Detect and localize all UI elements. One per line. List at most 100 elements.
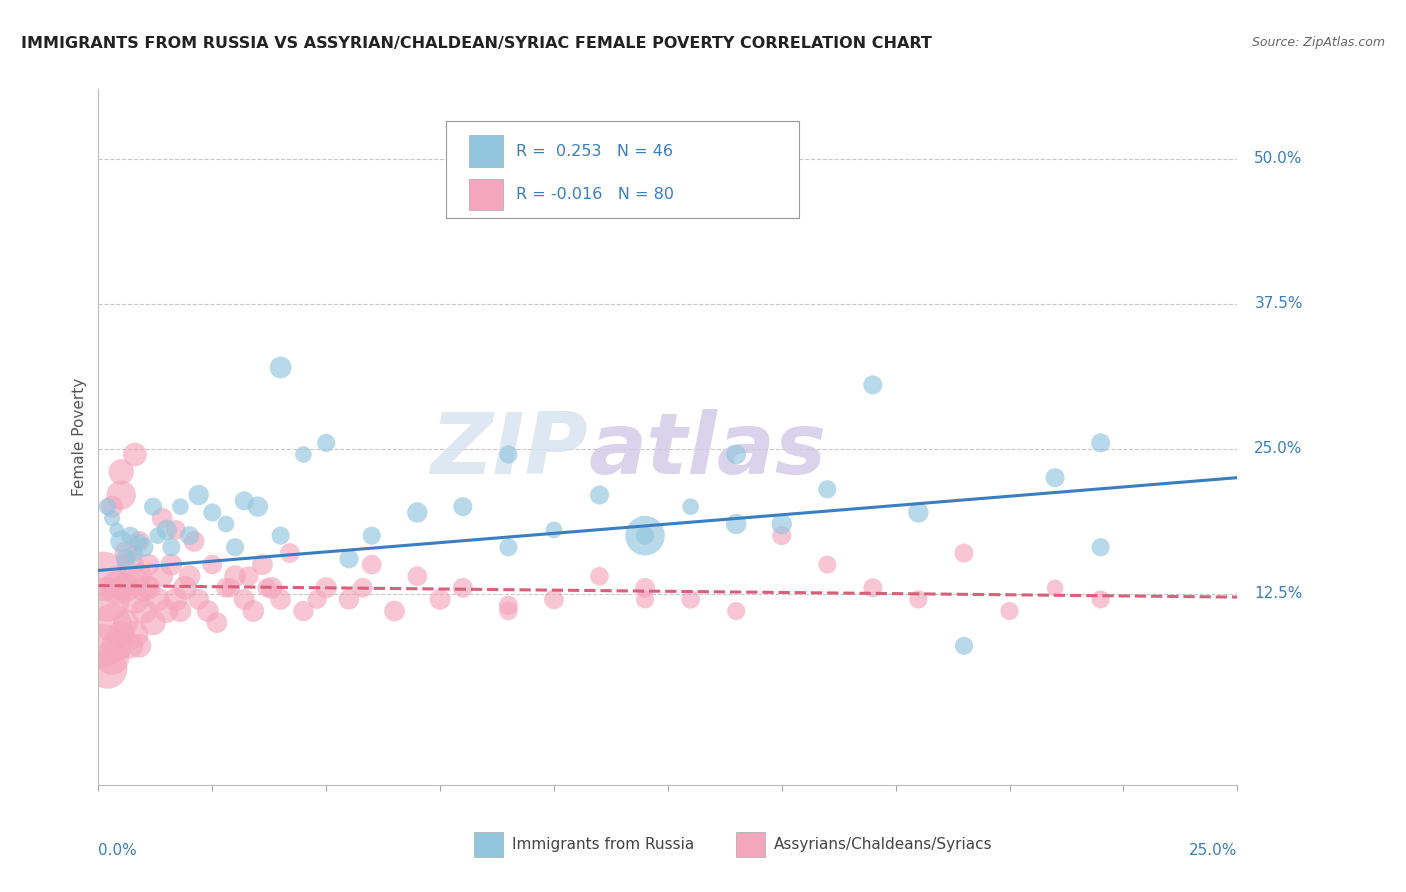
Point <box>634 528 657 542</box>
Text: 37.5%: 37.5% <box>1254 296 1303 311</box>
Point <box>588 569 610 583</box>
Point <box>725 604 748 618</box>
Point <box>224 569 246 583</box>
Point <box>215 581 238 595</box>
Point <box>132 540 155 554</box>
Point <box>91 569 114 583</box>
Point <box>498 447 520 462</box>
Point <box>224 540 246 554</box>
Point <box>187 592 209 607</box>
Point <box>183 534 205 549</box>
Point <box>1043 581 1066 595</box>
Point <box>120 558 142 572</box>
Text: atlas: atlas <box>588 409 827 492</box>
Point <box>219 581 242 595</box>
Text: IMMIGRANTS FROM RUSSIA VS ASSYRIAN/CHALDEAN/SYRIAC FEMALE POVERTY CORRELATION CH: IMMIGRANTS FROM RUSSIA VS ASSYRIAN/CHALD… <box>21 36 932 51</box>
Point <box>105 523 128 537</box>
Point <box>1090 592 1112 607</box>
Point <box>128 534 150 549</box>
Point <box>238 569 260 583</box>
Point <box>124 592 146 607</box>
Point <box>110 534 132 549</box>
Point <box>215 516 238 531</box>
Point <box>205 615 228 630</box>
Point <box>146 528 169 542</box>
Point <box>160 558 183 572</box>
Point <box>1043 470 1066 484</box>
Point <box>337 551 360 566</box>
Text: Assyrians/Chaldeans/Syriacs: Assyrians/Chaldeans/Syriacs <box>773 837 993 852</box>
Point <box>96 592 118 607</box>
Point <box>634 581 657 595</box>
Point <box>406 569 429 583</box>
Point <box>174 581 197 595</box>
Point <box>270 528 292 542</box>
Text: 25.0%: 25.0% <box>1189 843 1237 858</box>
Point <box>132 604 155 618</box>
Point <box>815 558 838 572</box>
Point <box>138 581 160 595</box>
Point <box>132 581 155 595</box>
Point <box>543 523 565 537</box>
Point <box>451 581 474 595</box>
Point <box>124 546 146 560</box>
Point <box>146 592 169 607</box>
Point <box>165 592 187 607</box>
Point <box>337 592 360 607</box>
Point <box>101 500 124 514</box>
Point <box>907 592 929 607</box>
Point <box>128 639 150 653</box>
Point <box>260 581 283 595</box>
Point <box>105 639 128 653</box>
Point <box>360 528 382 542</box>
Point <box>292 447 315 462</box>
Point <box>315 581 337 595</box>
Point <box>124 627 146 641</box>
Point <box>907 505 929 519</box>
Bar <box>737 831 765 856</box>
Point <box>815 482 838 496</box>
Text: 12.5%: 12.5% <box>1254 586 1303 601</box>
Point <box>165 523 187 537</box>
Text: R =  0.253   N = 46: R = 0.253 N = 46 <box>516 144 673 159</box>
Bar <box>468 136 503 167</box>
Point <box>124 447 146 462</box>
Text: Source: ZipAtlas.com: Source: ZipAtlas.com <box>1251 36 1385 49</box>
Text: 0.0%: 0.0% <box>98 843 138 858</box>
Point <box>498 540 520 554</box>
Point <box>862 581 884 595</box>
Point <box>679 500 702 514</box>
Point <box>110 465 132 479</box>
Point <box>307 592 329 607</box>
Point <box>543 592 565 607</box>
Point <box>315 435 337 450</box>
Point <box>270 592 292 607</box>
Point <box>292 604 315 618</box>
Point <box>114 581 136 595</box>
Point <box>278 546 301 560</box>
Point <box>270 360 292 375</box>
Point <box>114 546 136 560</box>
Point <box>246 500 269 514</box>
Point <box>101 511 124 525</box>
Point <box>498 598 520 612</box>
Point <box>242 604 264 618</box>
Point <box>150 569 173 583</box>
Point <box>252 558 274 572</box>
Point <box>360 558 382 572</box>
Point <box>101 615 124 630</box>
Point <box>114 615 136 630</box>
Point <box>142 500 165 514</box>
Point <box>169 604 191 618</box>
Bar <box>474 831 503 856</box>
Bar <box>468 179 503 211</box>
Point <box>201 558 224 572</box>
Point <box>156 604 179 618</box>
Point <box>233 493 256 508</box>
Point <box>201 505 224 519</box>
Point <box>105 581 128 595</box>
Point <box>160 540 183 554</box>
Point <box>634 528 657 542</box>
Point <box>725 447 748 462</box>
Point <box>406 505 429 519</box>
